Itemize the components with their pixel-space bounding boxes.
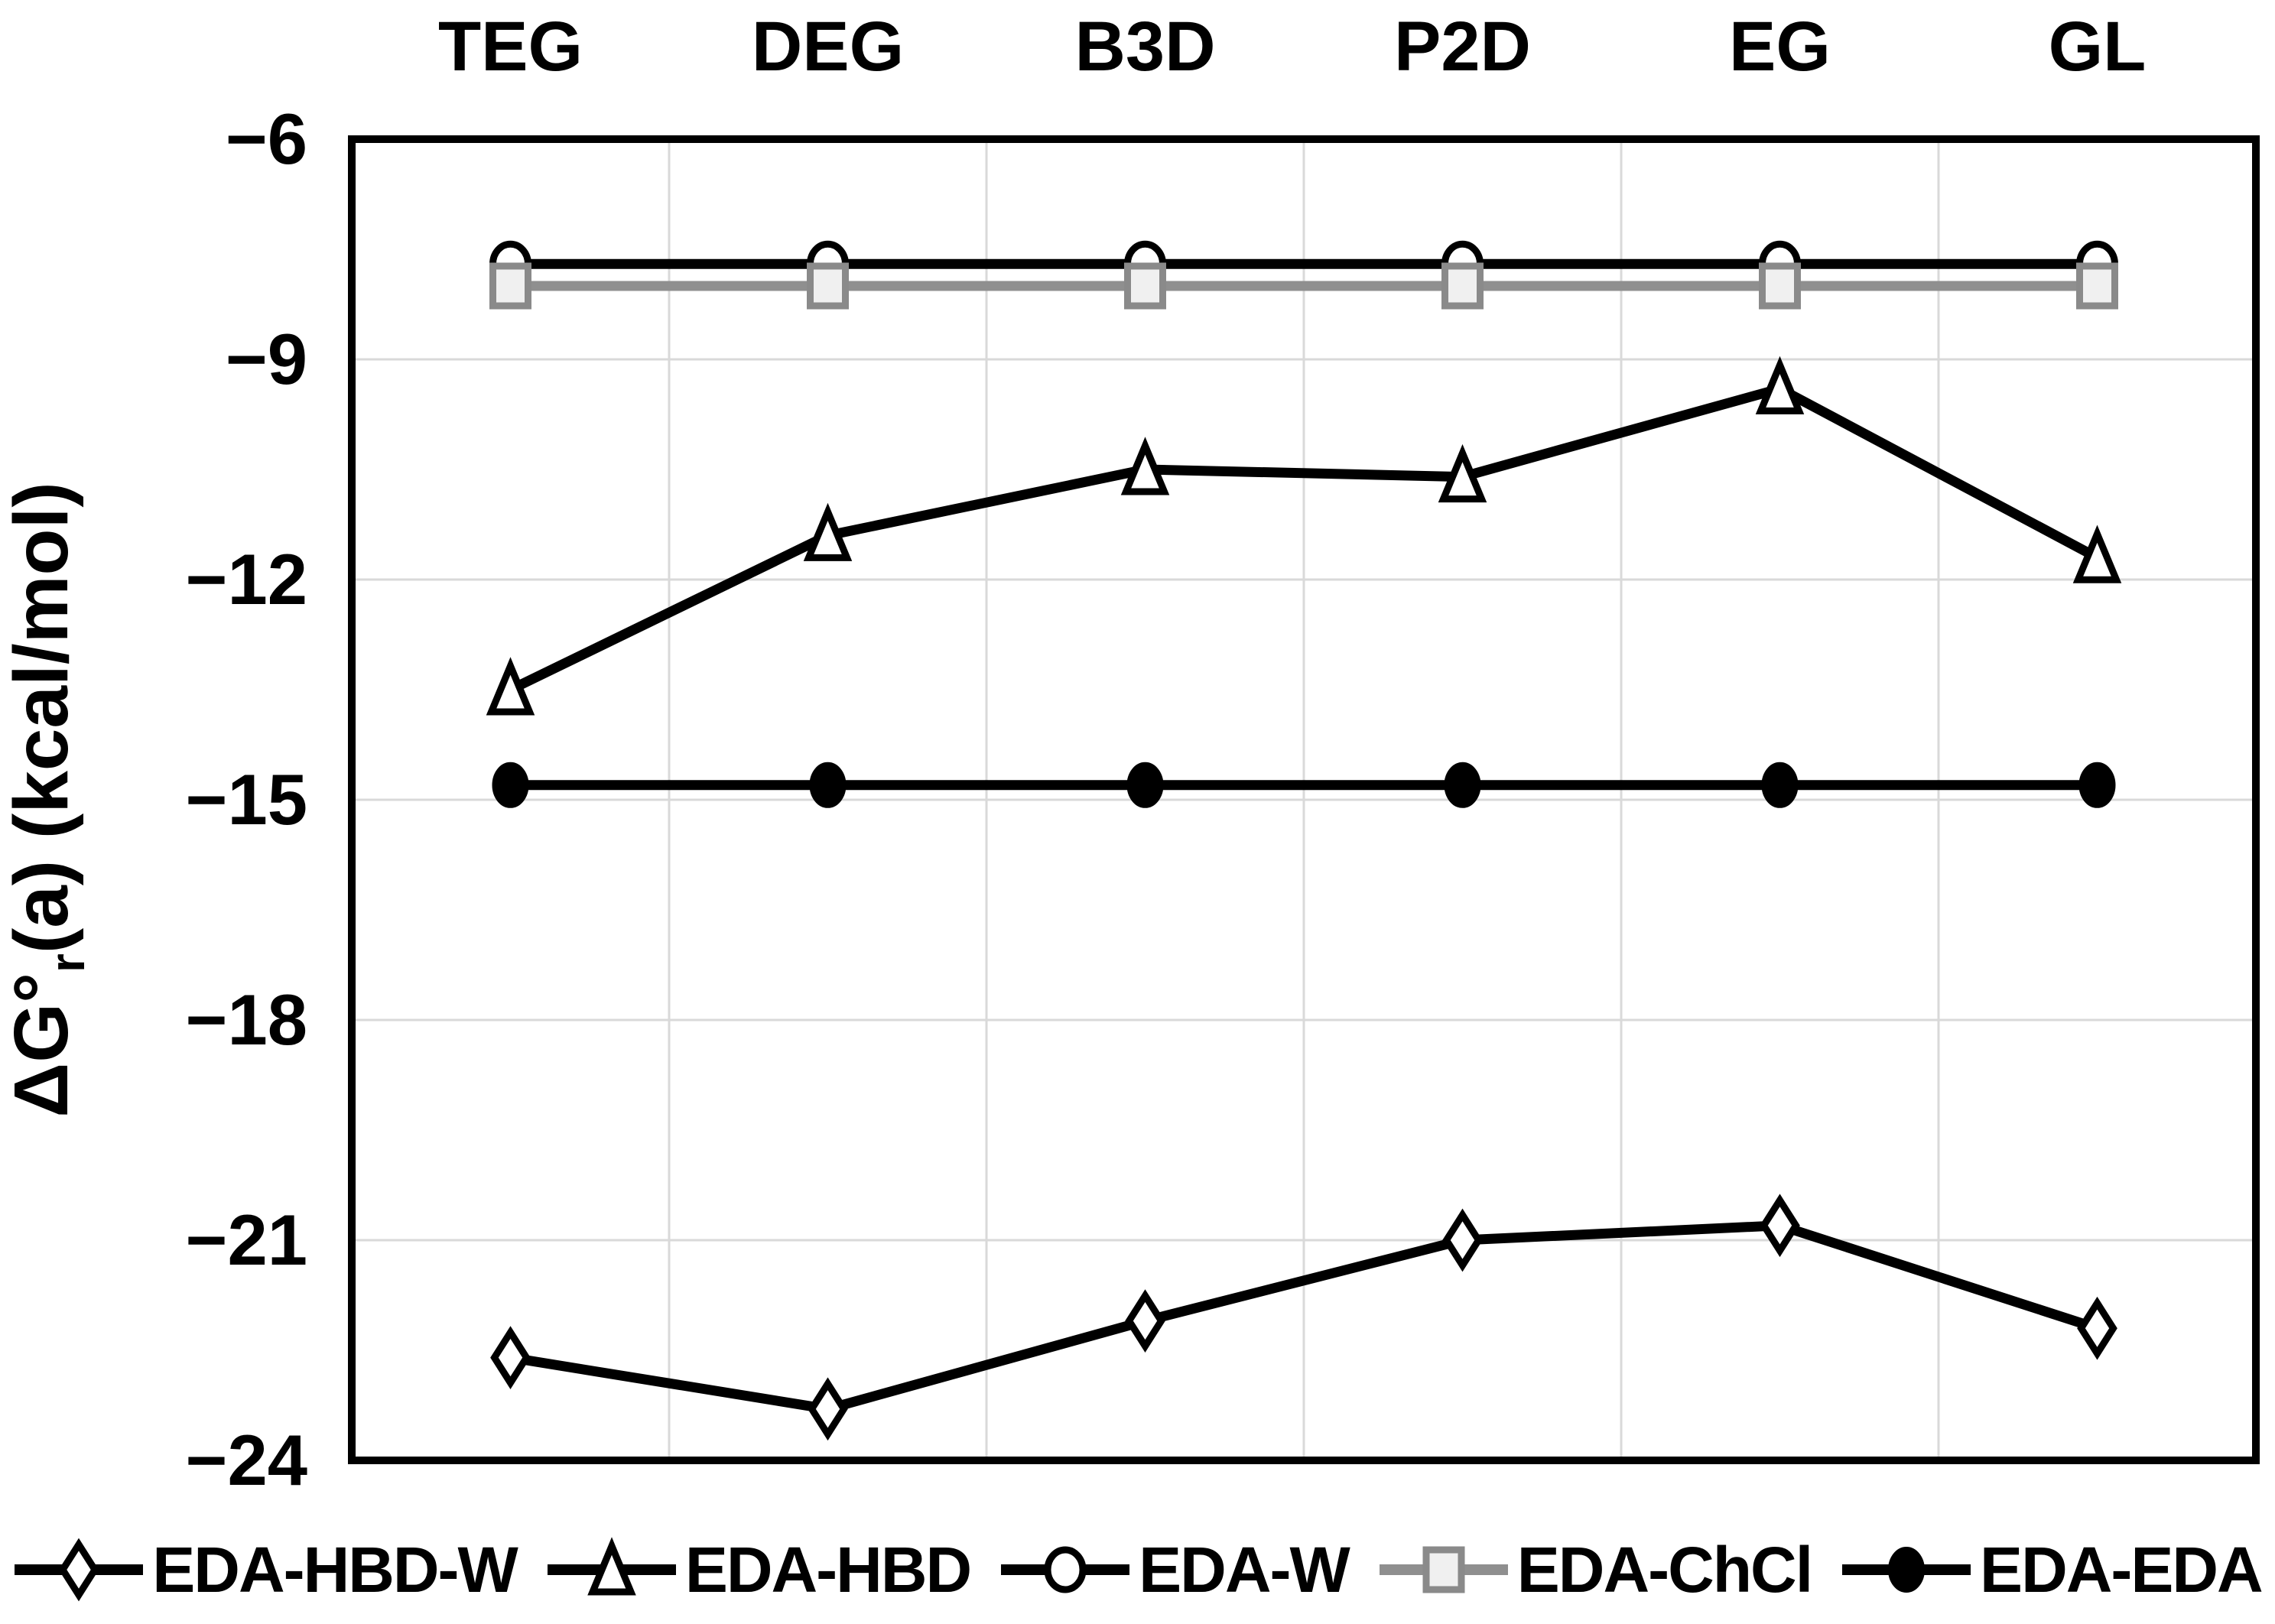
y-axis-title: ΔG°r(a) (kcal/mol) bbox=[0, 482, 95, 1117]
y-axis-title-sub: r bbox=[40, 953, 95, 973]
category-label: TEG bbox=[438, 8, 583, 86]
legend-label: EDA-W bbox=[1139, 1533, 1350, 1606]
y-axis-title-rest: (a) (kcal/mol) bbox=[0, 482, 84, 953]
square-marker bbox=[1759, 262, 1801, 310]
series-line bbox=[508, 383, 2100, 694]
category-label: GL bbox=[2049, 8, 2147, 86]
legend-label: EDA-ChCl bbox=[1516, 1533, 1813, 1606]
triangle-marker bbox=[1120, 437, 1170, 495]
triangle-marker bbox=[1755, 356, 1805, 414]
category-label: P2D bbox=[1394, 8, 1531, 86]
triangle-marker bbox=[1438, 443, 1487, 503]
circle-marker bbox=[1044, 1546, 1087, 1593]
y-tick-label: −18 bbox=[186, 979, 307, 1060]
y-axis-title-main: ΔG° bbox=[0, 973, 84, 1118]
circle-filled-marker bbox=[2078, 762, 2116, 808]
legend-label: EDA-HBD bbox=[684, 1533, 972, 1606]
legend-marker-square bbox=[1379, 1546, 1508, 1593]
series-EDA-ChCl bbox=[489, 262, 2118, 310]
circle-filled-marker bbox=[1126, 762, 1164, 808]
diamond-marker bbox=[2077, 1296, 2117, 1360]
diamond-marker bbox=[58, 1538, 99, 1602]
square-marker bbox=[1441, 262, 1484, 310]
y-axis: −6 −9 −12 −15 −18 −21 −24 bbox=[186, 99, 307, 1500]
legend-item-EDA-EDA: EDA-EDA bbox=[1841, 1525, 2264, 1614]
plot-border bbox=[348, 135, 2260, 1464]
circle-filled-marker bbox=[1888, 1547, 1926, 1593]
series-EDA-HBD bbox=[486, 356, 2122, 716]
diamond-marker bbox=[808, 1377, 848, 1441]
y-tick-label: −6 bbox=[226, 99, 307, 179]
diamond-marker bbox=[490, 1326, 531, 1389]
series-EDA-EDA bbox=[492, 762, 2116, 808]
circle-filled-marker bbox=[1444, 762, 1481, 808]
series-line bbox=[509, 1220, 2099, 1415]
circle-filled-marker bbox=[492, 762, 529, 808]
circle-filled-marker bbox=[809, 762, 847, 808]
square-marker bbox=[807, 262, 849, 310]
legend-item-EDA-HBD: EDA-HBD bbox=[546, 1525, 972, 1614]
legend-marker-diamond bbox=[15, 1538, 144, 1602]
diamond-marker bbox=[1125, 1289, 1165, 1353]
square-marker bbox=[2076, 262, 2118, 310]
legend: EDA-HBD-W EDA-HBD EDA-W EDA-ChCl EDA-EDA bbox=[0, 1520, 2275, 1619]
diamond-marker bbox=[1760, 1194, 1800, 1258]
triangle-marker bbox=[2072, 525, 2122, 583]
y-tick-label: −9 bbox=[226, 319, 307, 399]
legend-marker-triangle bbox=[547, 1537, 676, 1596]
legend-item-EDA-HBD-W: EDA-HBD-W bbox=[13, 1525, 518, 1614]
category-label: B3D bbox=[1074, 8, 1215, 86]
triangle-marker bbox=[587, 1537, 636, 1596]
y-tick-label: −12 bbox=[186, 539, 307, 619]
legend-label: EDA-HBD-W bbox=[152, 1533, 518, 1606]
category-axis: TEG DEG B3D P2D EG GL bbox=[438, 8, 2146, 86]
legend-marker-circle-filled bbox=[1842, 1547, 1971, 1593]
category-label: DEG bbox=[752, 8, 904, 86]
triangle-marker bbox=[803, 502, 853, 561]
y-tick-label: −21 bbox=[186, 1200, 307, 1280]
circle-filled-marker bbox=[1761, 762, 1799, 808]
legend-item-EDA-W: EDA-W bbox=[999, 1525, 1350, 1614]
legend-item-EDA-ChCl: EDA-ChCl bbox=[1378, 1525, 1813, 1614]
square-marker bbox=[1422, 1546, 1465, 1593]
triangle-marker bbox=[486, 657, 535, 716]
square-marker bbox=[1124, 262, 1166, 310]
y-tick-label: −24 bbox=[186, 1420, 307, 1500]
y-tick-label: −15 bbox=[186, 759, 307, 840]
category-label: EG bbox=[1729, 8, 1831, 86]
legend-label: EDA-EDA bbox=[1980, 1533, 2264, 1606]
diamond-marker bbox=[1442, 1208, 1483, 1272]
gridlines bbox=[352, 139, 2256, 1460]
square-marker bbox=[489, 262, 531, 310]
legend-marker-circle bbox=[1001, 1546, 1130, 1593]
series-EDA-HBD-W bbox=[490, 1194, 2117, 1441]
